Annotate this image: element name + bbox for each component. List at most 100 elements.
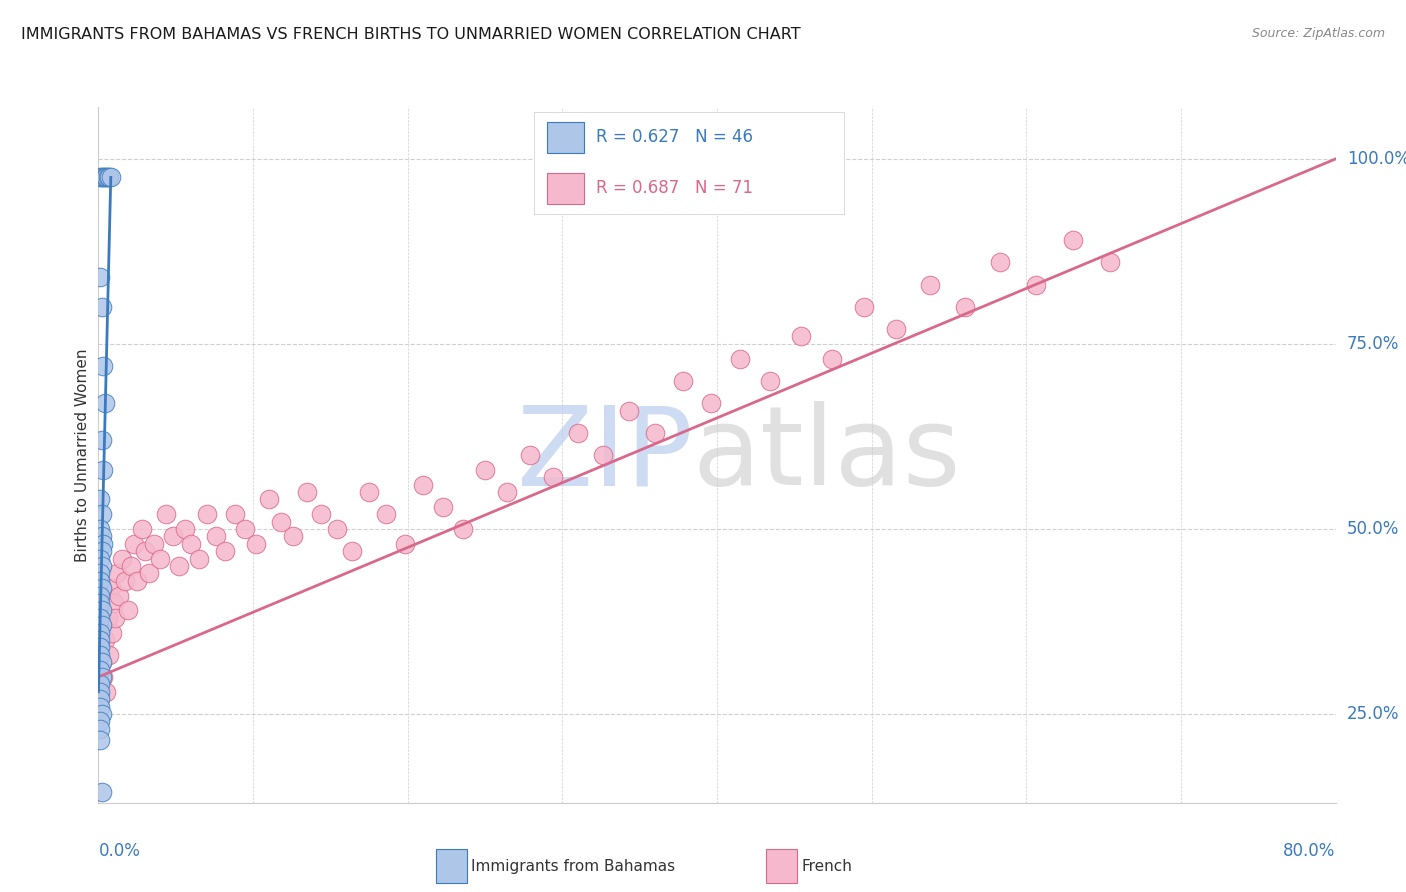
- Point: [89, 714, 111, 729]
- Point: [89, 625, 111, 640]
- Point: [257, 492, 280, 507]
- Point: [89, 574, 111, 588]
- Bar: [547, 173, 583, 204]
- Point: [519, 448, 541, 462]
- Point: [90, 655, 112, 669]
- Text: 25.0%: 25.0%: [1347, 705, 1399, 723]
- Text: 0.0%: 0.0%: [98, 842, 141, 860]
- Point: [700, 396, 723, 410]
- Point: [789, 329, 811, 343]
- Point: [89, 551, 111, 566]
- Point: [283, 529, 305, 543]
- Point: [96, 170, 118, 185]
- Point: [90, 558, 112, 573]
- Point: [90, 300, 112, 314]
- Point: [89, 492, 111, 507]
- Text: 75.0%: 75.0%: [1347, 334, 1399, 353]
- Point: [89, 722, 111, 736]
- Point: [89, 270, 111, 285]
- Point: [89, 677, 111, 691]
- Point: [97, 611, 120, 625]
- Point: [90, 529, 112, 543]
- Point: [1025, 277, 1047, 292]
- Point: [111, 551, 132, 566]
- Point: [224, 507, 246, 521]
- Point: [91, 670, 114, 684]
- Point: [90, 618, 112, 632]
- Text: R = 0.687   N = 71: R = 0.687 N = 71: [596, 179, 754, 197]
- Point: [174, 522, 197, 536]
- Point: [89, 640, 111, 655]
- Point: [89, 632, 111, 647]
- Point: [953, 300, 976, 314]
- Point: [89, 732, 111, 747]
- Text: 80.0%: 80.0%: [1284, 842, 1336, 860]
- Point: [325, 522, 347, 536]
- Point: [233, 522, 257, 536]
- Point: [127, 574, 149, 588]
- Point: [270, 515, 292, 529]
- Text: atlas: atlas: [692, 401, 960, 508]
- Point: [453, 522, 475, 536]
- Point: [101, 625, 124, 640]
- Point: [155, 507, 177, 521]
- Point: [167, 558, 190, 573]
- Point: [820, 351, 842, 366]
- Point: [90, 785, 112, 799]
- Point: [297, 484, 319, 499]
- Point: [1098, 255, 1121, 269]
- Point: [149, 551, 172, 566]
- Point: [91, 463, 114, 477]
- Point: [122, 537, 145, 551]
- Text: French: French: [801, 859, 852, 873]
- Point: [309, 507, 332, 521]
- Text: IMMIGRANTS FROM BAHAMAS VS FRENCH BIRTHS TO UNMARRIED WOMEN CORRELATION CHART: IMMIGRANTS FROM BAHAMAS VS FRENCH BIRTHS…: [21, 27, 800, 42]
- Point: [91, 537, 114, 551]
- Point: [567, 425, 589, 440]
- Point: [93, 632, 115, 647]
- Point: [89, 692, 111, 706]
- Point: [758, 374, 780, 388]
- Point: [162, 529, 184, 543]
- Point: [644, 425, 666, 440]
- Point: [432, 500, 454, 514]
- Point: [97, 170, 120, 185]
- Point: [592, 448, 614, 462]
- Y-axis label: Births to Unmarried Women: Births to Unmarried Women: [75, 348, 90, 562]
- Point: [120, 558, 142, 573]
- Point: [730, 351, 752, 366]
- Bar: [547, 122, 583, 153]
- Point: [117, 603, 139, 617]
- Point: [495, 484, 517, 499]
- Point: [672, 374, 695, 388]
- Point: [886, 322, 908, 336]
- Point: [89, 522, 111, 536]
- Point: [375, 507, 398, 521]
- Point: [98, 648, 121, 662]
- Point: [89, 611, 111, 625]
- Point: [100, 581, 122, 595]
- Point: [90, 706, 112, 721]
- Point: [114, 574, 136, 588]
- Point: [104, 611, 127, 625]
- Point: [93, 396, 115, 410]
- Point: [131, 522, 153, 536]
- Point: [134, 544, 156, 558]
- Point: [90, 544, 112, 558]
- Point: [852, 300, 875, 314]
- Point: [90, 603, 112, 617]
- Text: 50.0%: 50.0%: [1347, 520, 1399, 538]
- Point: [245, 537, 267, 551]
- Point: [89, 566, 111, 581]
- Text: R = 0.627   N = 46: R = 0.627 N = 46: [596, 128, 754, 146]
- Point: [89, 648, 111, 662]
- Point: [90, 170, 112, 185]
- Point: [920, 277, 942, 292]
- Point: [340, 544, 363, 558]
- Point: [98, 170, 121, 185]
- Point: [89, 596, 111, 610]
- Text: Source: ZipAtlas.com: Source: ZipAtlas.com: [1251, 27, 1385, 40]
- Point: [357, 484, 380, 499]
- Point: [90, 507, 112, 521]
- Point: [90, 433, 112, 447]
